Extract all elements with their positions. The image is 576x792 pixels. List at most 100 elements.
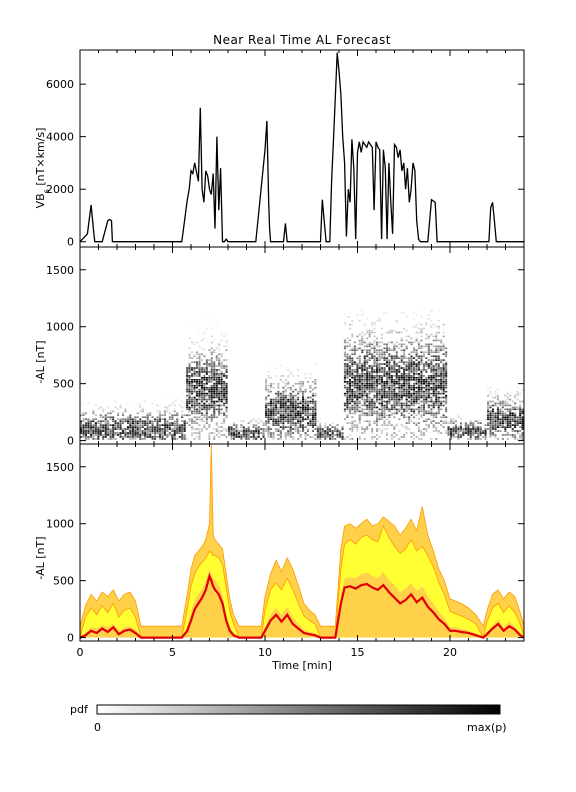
pdf-cell: [163, 412, 166, 415]
pdf-cell: [398, 396, 401, 399]
pdf-cell: [403, 377, 406, 379]
pdf-cell: [494, 392, 497, 395]
pdf-cell: [230, 436, 233, 438]
pdf-cell: [141, 410, 144, 413]
pdf-cell: [277, 430, 280, 432]
pdf-cell: [218, 414, 221, 417]
pdf-cell: [506, 392, 509, 395]
pdf-cell: [257, 418, 260, 421]
pdf-cell: [484, 430, 487, 432]
pdf-cell: [252, 434, 255, 436]
pdf-cell: [213, 308, 216, 310]
pdf-cell: [306, 434, 309, 436]
pdf-cell: [129, 416, 132, 419]
pdf-cell: [129, 434, 132, 436]
pdf-cell: [218, 369, 221, 371]
pdf-cell: [496, 438, 499, 440]
y-tick-label: 1000: [46, 518, 74, 531]
pdf-cell: [450, 422, 453, 424]
pdf-cell: [440, 345, 443, 348]
pdf-cell: [373, 357, 376, 359]
pdf-cell: [459, 418, 462, 421]
pdf-cell: [442, 388, 445, 391]
pdf-cell: [314, 422, 317, 424]
pdf-cell: [442, 386, 445, 389]
pdf-cell: [442, 371, 445, 373]
pdf-cell: [186, 408, 189, 411]
pdf-cell: [474, 428, 477, 430]
pdf-cell: [279, 408, 282, 411]
pdf-cell: [302, 430, 305, 432]
pdf-cell: [432, 406, 435, 409]
pdf-cell: [215, 386, 218, 389]
pdf-cell: [218, 379, 221, 381]
pdf-cell: [225, 416, 228, 419]
pdf-cell: [282, 414, 285, 417]
pdf-cell: [284, 394, 287, 397]
pdf-cell: [366, 426, 369, 428]
pdf-cell: [149, 432, 152, 434]
pdf-cell: [445, 390, 448, 393]
pdf-cell: [289, 388, 292, 391]
pdf-cell: [257, 432, 260, 434]
pdf-cell: [353, 394, 356, 397]
pdf-cell: [356, 365, 359, 367]
pdf-cell: [331, 434, 334, 436]
pdf-cell: [292, 436, 295, 438]
pdf-cell: [395, 404, 398, 407]
pdf-cell: [272, 382, 275, 385]
pdf-cell: [511, 412, 514, 415]
pdf-cell: [292, 406, 295, 409]
pdf-cell: [388, 396, 391, 399]
pdf-cell: [203, 394, 206, 397]
pdf-cell: [383, 400, 386, 403]
pdf-cell: [393, 369, 396, 371]
pdf-cell: [356, 379, 359, 381]
pdf-cell: [200, 384, 203, 387]
pdf-cell: [390, 377, 393, 379]
pdf-cell: [274, 392, 277, 395]
pdf-cell: [496, 426, 499, 428]
pdf-cell: [400, 398, 403, 401]
pdf-cell: [208, 432, 211, 434]
pdf-cell: [267, 402, 270, 405]
pdf-cell: [410, 394, 413, 397]
pdf-cell: [208, 406, 211, 409]
pdf-cell: [385, 351, 388, 354]
pdf-cell: [437, 310, 440, 312]
pdf-cell: [435, 347, 438, 350]
pdf-cell: [289, 436, 292, 438]
pdf-cell: [395, 345, 398, 348]
pdf-cell: [378, 394, 381, 397]
pdf-cell: [425, 357, 428, 359]
pdf-cell: [223, 384, 226, 387]
pdf-cell: [205, 428, 208, 430]
pdf-cell: [351, 384, 354, 387]
pdf-cell: [218, 386, 221, 389]
pdf-cell: [218, 400, 221, 403]
pdf-cell: [445, 398, 448, 401]
pdf-cell: [220, 355, 223, 358]
pdf-cell: [363, 377, 366, 379]
pdf-cell: [166, 428, 169, 430]
pdf-cell: [200, 390, 203, 393]
pdf-cell: [417, 363, 420, 365]
pdf-cell: [191, 375, 194, 377]
pdf-cell: [146, 430, 149, 432]
pdf-cell: [94, 432, 97, 434]
pdf-cell: [203, 331, 206, 334]
pdf-cell: [442, 323, 445, 326]
pdf-cell: [186, 398, 189, 401]
pdf-cell: [99, 430, 102, 432]
pdf-cell: [385, 400, 388, 403]
pdf-cell: [358, 410, 361, 413]
pdf-cell: [417, 392, 420, 395]
pdf-cell: [395, 392, 398, 395]
pdf-cell: [220, 396, 223, 399]
pdf-cell: [432, 384, 435, 387]
pdf-cell: [336, 436, 339, 438]
pdf-cell: [378, 371, 381, 373]
pdf-cell: [484, 438, 487, 440]
pdf-cell: [432, 367, 435, 369]
pdf-cell: [371, 367, 374, 369]
